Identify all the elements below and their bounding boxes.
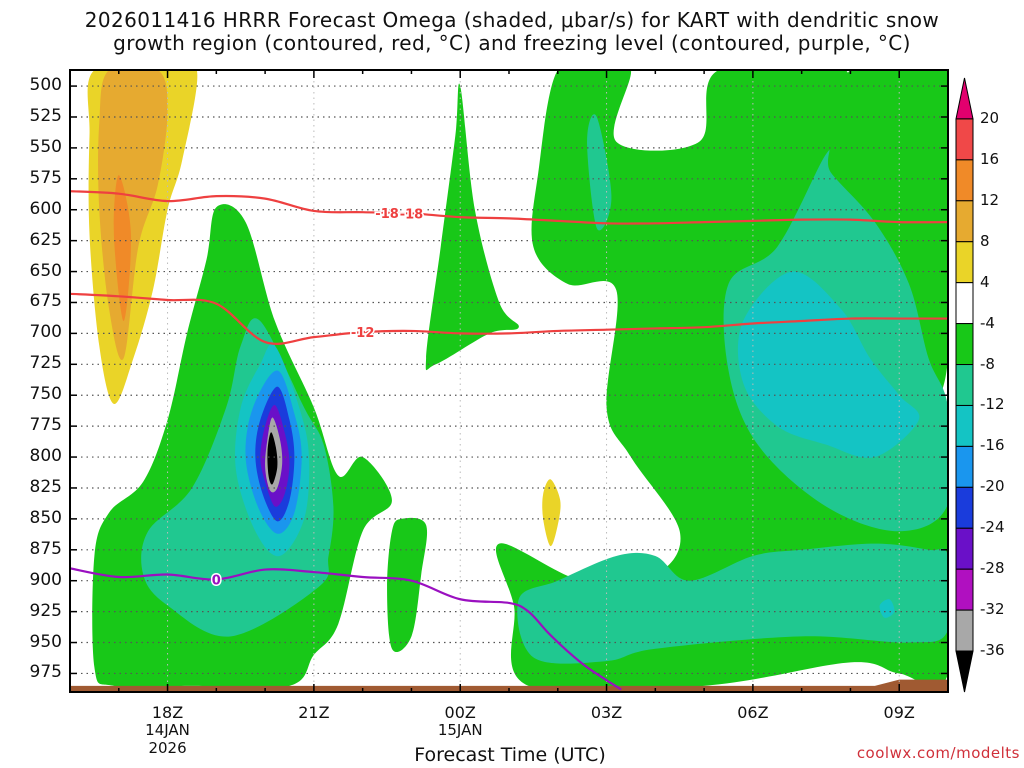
ytick-label-725: 725 — [29, 353, 62, 374]
xtick-label-00Z: 00Z — [444, 703, 476, 722]
colorbar-band-8 — [955, 404, 974, 447]
source-credit-link[interactable]: coolwx.com/modelts — [856, 744, 1020, 762]
freezing-level-0c-label: 0 — [212, 573, 221, 588]
colorbar-band-2 — [955, 159, 974, 202]
colorbar-label-4: 4 — [980, 272, 990, 291]
terrain-fill — [70, 679, 948, 692]
shaded-omega-layer — [70, 70, 948, 692]
colorbar-label-neg24: -24 — [980, 518, 1005, 537]
ytick-label-975: 975 — [29, 662, 62, 683]
xtick-label-18Z: 18Z — [151, 703, 184, 722]
omega-region-omega-4-to-8-column — [425, 83, 519, 371]
ytick-label-825: 825 — [29, 476, 62, 497]
chart-title-line1: 2026011416 HRRR Forecast Omega (shaded, … — [84, 8, 940, 32]
colorbar-band-0 — [955, 77, 974, 120]
contour-layer: -18 -18 -12 0 — [70, 190, 948, 691]
colorbar-label-neg32: -32 — [980, 600, 1005, 619]
colorbar-band-6 — [955, 323, 974, 366]
ytick-label-675: 675 — [29, 291, 62, 312]
xtick-label-21Z: 21Z — [298, 703, 330, 722]
-18-isotherm-label: -18 — [375, 207, 399, 222]
omega-region-omega-12-to-16-dot — [879, 599, 895, 618]
xtick-sublabel-14jan: 14JAN — [145, 721, 190, 739]
ytick-label-700: 700 — [29, 322, 62, 343]
colorbar-label-16: 16 — [980, 149, 1000, 168]
chart-title-line2: growth region (contoured, red, °C) and f… — [113, 31, 911, 55]
ytick-label-600: 600 — [29, 198, 62, 219]
ytick-label-525: 525 — [29, 105, 62, 126]
colorbar-band-11 — [955, 527, 974, 570]
x-axis-label: Forecast Time (UTC) — [414, 744, 606, 766]
colorbar — [955, 77, 974, 693]
colorbar-band-10 — [955, 486, 974, 529]
colorbar-label-neg4: -4 — [980, 313, 995, 332]
colorbar-band-7 — [955, 364, 974, 406]
colorbar-band-4 — [955, 241, 974, 284]
-12-isotherm-label: -12 — [351, 326, 375, 341]
ytick-label-925: 925 — [29, 600, 62, 621]
colorbar-label-neg28: -28 — [980, 559, 1005, 578]
ytick-label-550: 550 — [29, 136, 62, 157]
omega-region-omega-12-to-16 — [113, 175, 132, 322]
ytick-label-850: 850 — [29, 507, 62, 528]
xtick-label-03Z: 03Z — [590, 703, 623, 722]
colorbar-label-8: 8 — [980, 231, 990, 250]
ytick-label-775: 775 — [29, 415, 62, 436]
axes-layer — [69, 69, 949, 693]
omega-region-omega-8-to-12-upper — [587, 114, 612, 231]
colorbar-label-20: 20 — [980, 108, 1000, 127]
-12-isotherm-line — [70, 292, 948, 345]
colorbar-label-12: 12 — [980, 190, 1000, 209]
xtick-label-06Z: 06Z — [737, 703, 769, 722]
freezing-level-0c-line — [70, 567, 622, 691]
colorbar-band-5 — [955, 282, 974, 325]
xtick-label-09Z: 09Z — [883, 703, 915, 722]
colorbar-label-neg16: -16 — [980, 436, 1005, 455]
ytick-label-800: 800 — [29, 446, 62, 467]
ytick-label-900: 900 — [29, 569, 62, 590]
colorbar-band-9 — [955, 445, 974, 488]
colorbar-band-13 — [955, 609, 974, 652]
ytick-label-950: 950 — [29, 631, 62, 652]
omega-region-omega-8-to-12 — [98, 70, 168, 360]
colorbar-label-neg8: -8 — [980, 354, 995, 373]
ytick-label-575: 575 — [29, 167, 62, 188]
-18-isotherm-label: -18 — [400, 207, 424, 222]
grid-layer — [70, 70, 948, 692]
-18-isotherm-line — [70, 190, 948, 225]
colorbar-band-3 — [955, 200, 974, 243]
ytick-label-875: 875 — [29, 538, 62, 559]
ytick-label-625: 625 — [29, 229, 62, 250]
colorbar-label-neg20: -20 — [980, 477, 1005, 496]
colorbar-band-1 — [955, 118, 974, 161]
colorbar-band-12 — [955, 568, 974, 611]
colorbar-band-14 — [955, 650, 974, 693]
ytick-label-750: 750 — [29, 384, 62, 405]
xtick-sublabel-15jan: 15JAN — [437, 721, 483, 739]
ytick-label-500: 500 — [29, 75, 62, 96]
omega-region-omega-32-to-36 — [267, 432, 278, 485]
omega-region-omega-4-to-8-small — [542, 479, 561, 547]
xtick-sublabel-2026: 2026 — [148, 739, 187, 757]
ytick-label-650: 650 — [29, 260, 62, 281]
omega-region-omega-8-to-12-lower — [517, 543, 948, 664]
omega-region-omega-12-to-16-east — [737, 271, 920, 458]
colorbar-label-neg36: -36 — [980, 641, 1005, 660]
omega-region-omega-4-to-8-blob — [387, 517, 428, 653]
colorbar-label-neg12: -12 — [980, 395, 1005, 414]
